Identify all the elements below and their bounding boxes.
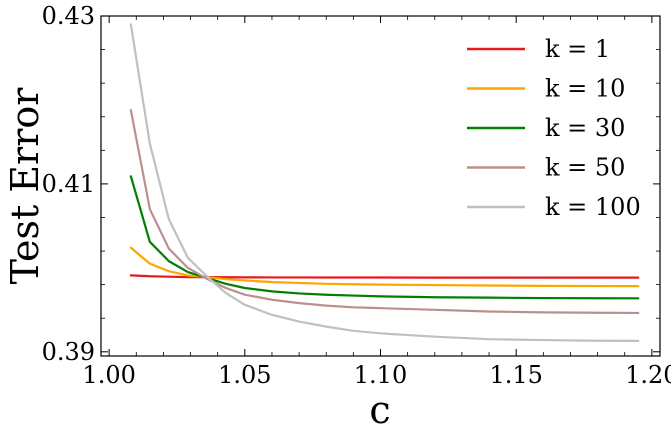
series-line-4: [129, 108, 640, 315]
series-line-3: [129, 175, 640, 300]
series-line-5: [129, 23, 640, 342]
legend: k = 1 k = 10 k = 30 k = 50 k = 100: [467, 35, 641, 221]
legend-label: k = 1: [545, 35, 610, 63]
x-tick-label: 1.05: [218, 361, 271, 389]
legend-label: k = 100: [545, 193, 641, 221]
x-tick-label: 1.15: [489, 361, 542, 389]
x-tick-label: 1.00: [82, 361, 135, 389]
legend-label: k = 50: [545, 154, 625, 182]
y-tick-label: 0.39: [42, 338, 95, 366]
series-line-1: [129, 274, 640, 279]
legend-label: k = 10: [545, 75, 625, 103]
legend-label: k = 30: [545, 114, 625, 142]
series-layer: [129, 23, 640, 342]
y-axis-title: Test Error: [3, 87, 47, 285]
y-tick-label: 0.43: [42, 2, 95, 30]
x-axis-title: c: [369, 388, 390, 432]
y-tick-label: 0.41: [42, 170, 95, 198]
x-tick-label: 1.10: [354, 361, 407, 389]
series-line-2: [129, 246, 640, 288]
x-tick-label: 1.20: [625, 361, 671, 389]
ticks-layer: 1.00 1.05 1.10 1.15 1.20 0.39 0.41 0.43: [42, 2, 671, 389]
plot-frame: [100, 15, 661, 357]
